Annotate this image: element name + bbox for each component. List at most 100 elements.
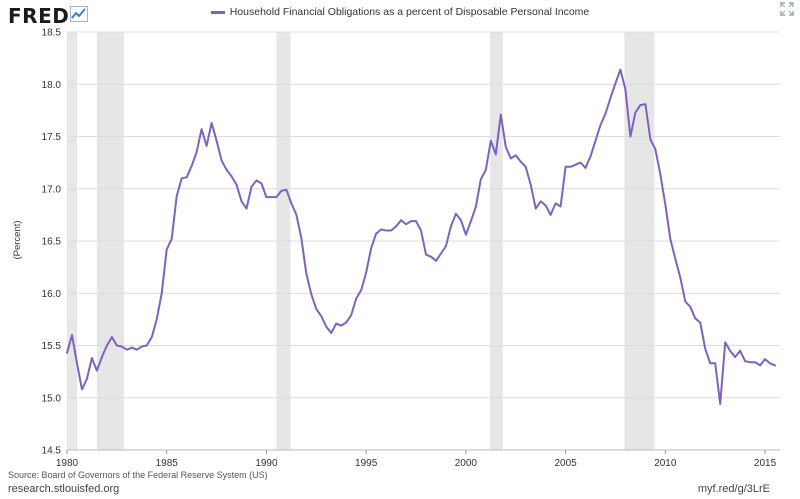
data-point	[485, 169, 487, 171]
data-point	[440, 252, 442, 255]
data-point	[754, 361, 756, 364]
x-tick-label: 2005	[554, 458, 577, 469]
data-point	[604, 112, 607, 115]
y-tick-label: 16.0	[42, 289, 62, 300]
data-point	[265, 196, 268, 198]
data-point	[405, 223, 407, 226]
y-tick-label: 18.5	[42, 28, 62, 39]
gridlines	[67, 31, 780, 451]
data-point	[674, 258, 677, 260]
data-point	[151, 336, 153, 338]
data-point	[230, 175, 233, 177]
x-tick-label: 1980	[56, 458, 79, 469]
data-point	[435, 260, 437, 262]
data-point	[66, 352, 68, 354]
data-point	[594, 139, 597, 142]
data-point	[340, 324, 343, 327]
data-point	[589, 155, 592, 158]
data-point	[250, 185, 253, 188]
data-point	[160, 292, 163, 295]
data-point	[425, 253, 427, 256]
data-point	[141, 345, 143, 348]
data-point	[400, 219, 402, 221]
data-point	[654, 148, 657, 150]
data-point	[71, 334, 73, 336]
data-point	[121, 345, 123, 348]
data-point	[694, 317, 696, 320]
data-point	[480, 178, 482, 181]
y-tick-label: 16.5	[42, 237, 62, 248]
data-point	[255, 179, 258, 182]
data-point	[245, 207, 248, 210]
data-point	[644, 103, 647, 105]
expand-arrows-icon[interactable]	[780, 2, 794, 16]
data-point	[744, 360, 746, 363]
data-point	[300, 237, 303, 239]
data-point	[500, 113, 502, 116]
data-point	[569, 166, 572, 168]
data-point	[704, 347, 706, 350]
data-point	[764, 358, 766, 360]
data-point	[584, 167, 587, 169]
data-point	[190, 165, 193, 167]
data-point	[524, 166, 527, 168]
data-point	[739, 349, 741, 352]
data-point	[510, 157, 512, 160]
data-point	[719, 403, 721, 405]
data-point	[76, 362, 78, 365]
data-point	[679, 276, 682, 279]
site-link[interactable]: research.stlouisfed.org	[8, 483, 120, 495]
data-point	[146, 344, 148, 347]
short-url-link[interactable]: myf.red/g/3LrE	[697, 483, 770, 495]
data-point	[465, 233, 467, 236]
data-point	[415, 220, 417, 222]
data-point	[285, 189, 288, 191]
data-point	[669, 238, 672, 240]
data-point	[330, 332, 333, 334]
x-tick-label: 1985	[156, 458, 179, 469]
data-point	[215, 139, 218, 142]
data-point	[614, 82, 617, 84]
data-point	[549, 214, 552, 216]
data-point	[365, 271, 368, 274]
legend-swatch	[210, 10, 225, 14]
data-point	[295, 214, 298, 216]
data-point	[639, 104, 642, 106]
data-point	[629, 135, 632, 138]
data-point	[175, 195, 178, 197]
data-point	[749, 361, 751, 364]
y-tick-label: 18.0	[42, 80, 62, 91]
legend: Household Financial Obligations as a per…	[0, 6, 800, 18]
data-point	[205, 145, 208, 147]
data-point	[305, 272, 308, 275]
data-point	[634, 111, 637, 114]
data-point	[519, 160, 522, 163]
data-point	[91, 357, 93, 359]
data-point	[185, 176, 188, 179]
data-point	[609, 97, 612, 99]
data-point	[355, 297, 358, 300]
y-axis-ticks: 14.5 15.0 15.5 16.0 16.5 17.0 17.5 18.0 18.5	[42, 28, 62, 457]
data-point	[375, 232, 377, 235]
x-axis-ticks: 1980 1985 1990 1995 2000 2005 2010 2015	[56, 450, 777, 469]
data-point	[714, 362, 716, 365]
data-point	[659, 173, 662, 175]
data-point	[475, 205, 477, 208]
data-point	[385, 229, 387, 232]
data-point	[455, 213, 457, 215]
data-point	[759, 364, 761, 367]
data-point	[81, 388, 83, 391]
data-point	[370, 247, 372, 250]
x-tick-label: 1990	[255, 458, 278, 469]
data-point	[649, 138, 652, 141]
data-point	[170, 238, 173, 240]
data-point	[220, 159, 223, 162]
legend-label: Household Financial Obligations as a per…	[229, 6, 590, 18]
data-point	[136, 348, 138, 351]
data-point	[529, 183, 532, 186]
data-point	[664, 203, 667, 206]
data-point	[774, 364, 776, 367]
fred-logo[interactable]: FRED	[8, 2, 89, 30]
y-tick-label: 15.5	[42, 341, 62, 352]
data-point	[554, 202, 557, 205]
